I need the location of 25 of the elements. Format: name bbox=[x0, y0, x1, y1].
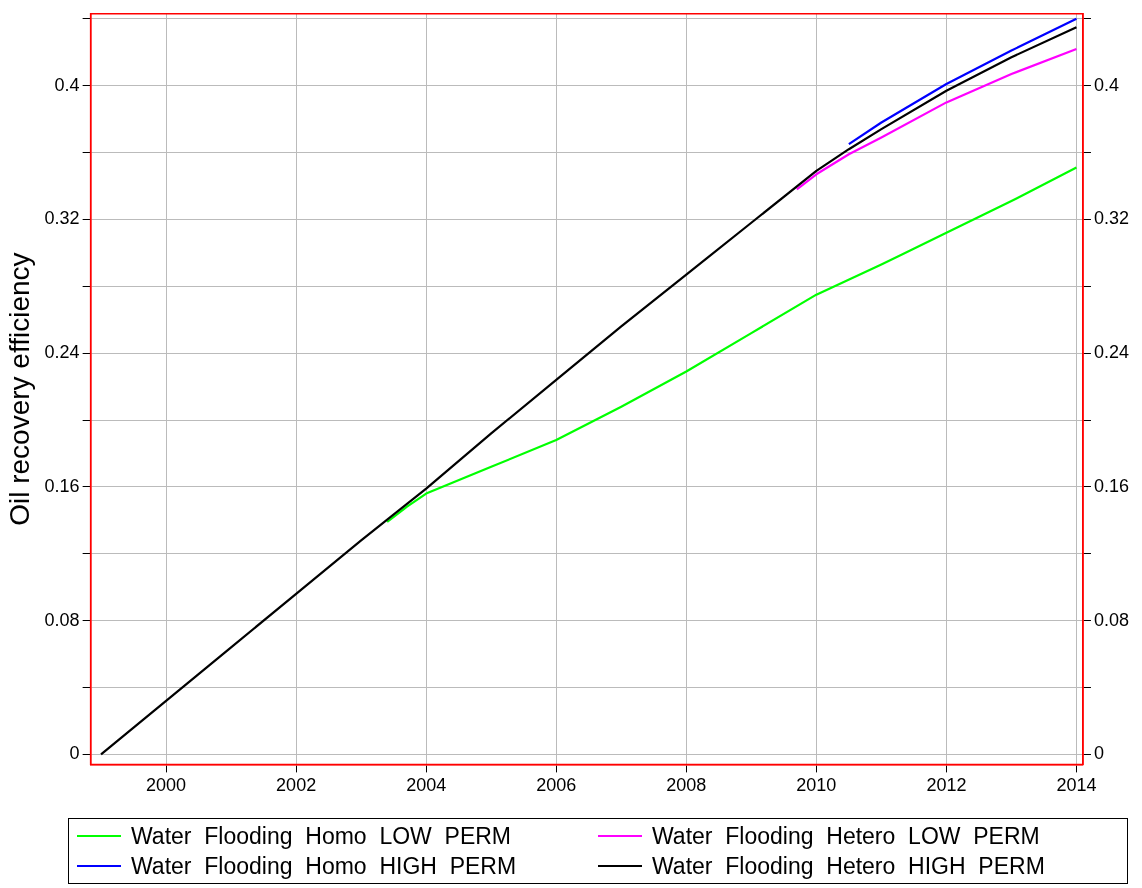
y-tick-label: 0.4 bbox=[54, 74, 80, 95]
y-axis-title: Oil recovery efficiency bbox=[3, 252, 35, 526]
x-tick-label: 2008 bbox=[666, 775, 707, 796]
y-tick-label: 0.32 bbox=[44, 208, 80, 229]
x-tick-label: 2004 bbox=[406, 775, 447, 796]
y2-tick-label: 0 bbox=[1093, 743, 1104, 764]
x-tick-label: 2006 bbox=[536, 775, 577, 796]
y-tick-label: 0.16 bbox=[44, 475, 80, 496]
legend-label: Water Flooding Hetero LOW PERM bbox=[652, 822, 1040, 851]
legend-label: Water Flooding Homo LOW PERM bbox=[131, 822, 512, 851]
y-tick-label: 0 bbox=[69, 743, 80, 764]
legend-label: Water Flooding Hetero HIGH PERM bbox=[652, 852, 1045, 881]
x-tick-label: 2002 bbox=[276, 775, 317, 796]
y2-tick-label: 0.4 bbox=[1093, 74, 1119, 95]
y2-tick-label: 0.24 bbox=[1093, 342, 1130, 363]
legend-label: Water Flooding Homo HIGH PERM bbox=[131, 852, 517, 881]
y-tick-label: 0.24 bbox=[44, 342, 80, 363]
y2-tick-label: 0.08 bbox=[1093, 609, 1130, 630]
y-tick-label: 0.08 bbox=[44, 609, 80, 630]
x-tick-label: 2000 bbox=[146, 775, 187, 796]
y2-tick-label: 0.16 bbox=[1093, 475, 1130, 496]
y2-tick-label: 0.32 bbox=[1093, 208, 1130, 229]
x-tick-label: 2014 bbox=[1056, 775, 1097, 796]
x-tick-label: 2010 bbox=[796, 775, 837, 796]
x-tick-label: 2012 bbox=[926, 775, 967, 796]
